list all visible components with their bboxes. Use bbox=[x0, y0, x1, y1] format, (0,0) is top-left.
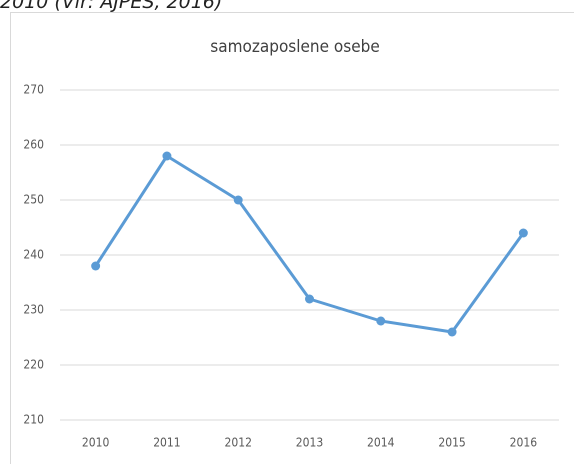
x-tick-label: 2013 bbox=[296, 436, 323, 450]
chart-frame bbox=[10, 12, 574, 464]
y-tick-label: 240 bbox=[23, 248, 44, 262]
y-tick-label: 260 bbox=[23, 138, 44, 152]
x-tick-label: 2011 bbox=[153, 436, 180, 450]
point bbox=[233, 195, 243, 205]
point bbox=[162, 151, 172, 161]
y-tick-label: 270 bbox=[23, 83, 44, 97]
x-tick-label: 2016 bbox=[510, 436, 538, 450]
point bbox=[305, 294, 314, 304]
caption: 2010 (Vir: AJPES, 2016) bbox=[0, 0, 223, 13]
point bbox=[447, 327, 457, 337]
chart-title: samozaposlene osebe bbox=[210, 37, 380, 57]
x-tick-label: 2010 bbox=[82, 436, 110, 450]
x-tick-label: 2014 bbox=[367, 436, 395, 450]
point bbox=[91, 261, 101, 271]
point bbox=[518, 228, 528, 238]
x-tick-label: 2015 bbox=[438, 436, 465, 450]
point bbox=[376, 316, 386, 326]
y-tick-label: 220 bbox=[23, 358, 44, 372]
x-tick-label: 2012 bbox=[224, 436, 251, 450]
y-tick-label: 250 bbox=[23, 193, 44, 207]
y-tick-label: 230 bbox=[23, 303, 44, 317]
y-tick-label: 210 bbox=[23, 413, 44, 427]
